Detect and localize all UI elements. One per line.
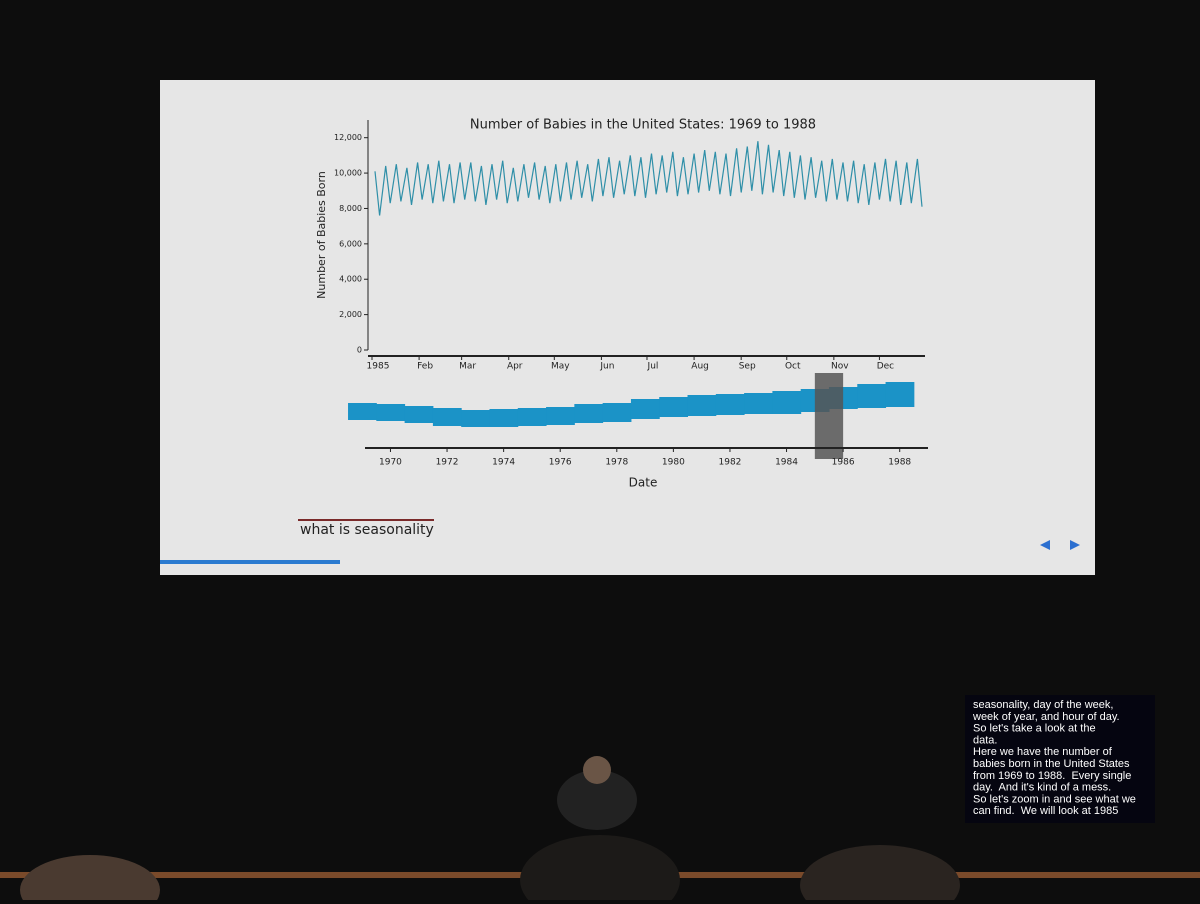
area-band <box>517 408 547 426</box>
area-band <box>687 395 717 416</box>
slide <box>160 80 1095 575</box>
presenter <box>557 770 637 830</box>
area-band <box>885 382 915 407</box>
caption-line: babies born in the United States <box>973 758 1130 770</box>
x-tick-label: 1974 <box>492 458 515 468</box>
x-tick-label: 1972 <box>436 458 459 468</box>
brush <box>814 373 844 459</box>
caption-line: data. <box>973 734 997 746</box>
x-tick-label: Jul <box>647 362 659 372</box>
x-tick-label: May <box>551 362 570 372</box>
x-tick-label: 1985 <box>367 362 390 372</box>
x-tick-label: Feb <box>417 362 433 372</box>
x-tick-label: Oct <box>785 362 801 372</box>
area-band <box>461 410 490 427</box>
x-tick-label: Jun <box>599 362 614 372</box>
x-tick-label: 1986 <box>832 458 855 468</box>
y-tick-label: 8,000 <box>339 204 362 213</box>
area-band <box>348 403 377 420</box>
next-arrow[interactable] <box>1070 540 1080 550</box>
x-tick-label: Dec <box>877 362 894 372</box>
y-tick-label: 10,000 <box>334 169 362 178</box>
chart-title: Number of Babies in the United States: 1… <box>470 118 816 133</box>
area-band <box>744 393 773 414</box>
x-tick-label: Sep <box>739 362 756 372</box>
area-band <box>659 397 689 417</box>
x-tick-label: 1984 <box>775 458 798 468</box>
area-band <box>489 409 519 427</box>
caption-line: from 1969 to 1988. Every single <box>973 770 1131 782</box>
area-band <box>715 394 745 415</box>
area-band <box>376 404 406 421</box>
captions: seasonality, day of the week,week of yea… <box>972 699 1136 817</box>
audience-head <box>800 845 960 904</box>
area-band <box>546 407 575 425</box>
area-band <box>574 404 604 423</box>
caption-line: week of year, and hour of day. <box>972 711 1120 723</box>
x-tick-label: 1988 <box>888 458 911 468</box>
x-tick-label: Mar <box>459 362 476 372</box>
x-tick-label: Aug <box>691 362 709 372</box>
x-tick-label: 1976 <box>549 458 572 468</box>
x-tick-label: 1978 <box>605 458 628 468</box>
area-band <box>432 408 462 426</box>
x-axis-label: Date <box>629 476 658 490</box>
audience-head <box>520 835 680 904</box>
slide-heading: what is seasonality <box>300 522 434 538</box>
x-tick-label: Nov <box>831 362 849 372</box>
area-band <box>630 399 660 419</box>
caption-line: So let's take a look at the <box>973 723 1096 735</box>
caption-line: can find. We will look at 1985 <box>973 805 1118 817</box>
y-tick-label: 0 <box>357 346 362 355</box>
caption-line: seasonality, day of the week, <box>973 699 1113 711</box>
area-band <box>857 384 887 408</box>
x-tick-label: 1980 <box>662 458 685 468</box>
x-tick-label: 1970 <box>379 458 402 468</box>
y-tick-label: 12,000 <box>334 133 362 142</box>
y-tick-label: 2,000 <box>339 310 362 319</box>
line-series <box>374 141 923 216</box>
prev-arrow[interactable] <box>1040 540 1050 550</box>
caption-line: Here we have the number of <box>973 746 1113 758</box>
y-tick-label: 4,000 <box>339 275 362 284</box>
y-tick-label: 6,000 <box>339 239 362 248</box>
y-axis-label: Number of Babies Born <box>315 171 328 299</box>
progress-bar <box>160 560 340 564</box>
area-band <box>404 406 434 423</box>
audience-head <box>20 855 160 904</box>
caption-line: So let's zoom in and see what we <box>973 793 1136 805</box>
x-tick-label: 1982 <box>719 458 742 468</box>
caption-box <box>965 695 1155 823</box>
area-band <box>602 403 632 422</box>
area-band <box>772 391 802 414</box>
caption-line: day. And it's kind of a mess. <box>973 782 1111 794</box>
x-tick-label: Apr <box>507 362 523 372</box>
presenter-head <box>583 756 611 784</box>
